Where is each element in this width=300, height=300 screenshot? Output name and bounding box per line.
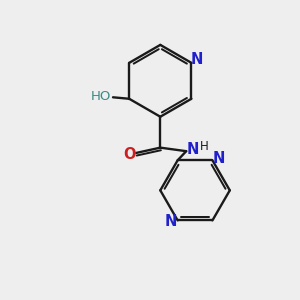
- Text: N: N: [187, 142, 199, 157]
- Text: HO: HO: [91, 90, 111, 103]
- Text: N: N: [190, 52, 203, 67]
- Text: N: N: [165, 214, 177, 230]
- Text: H: H: [200, 140, 208, 153]
- Text: N: N: [213, 151, 225, 166]
- Text: O: O: [123, 147, 136, 162]
